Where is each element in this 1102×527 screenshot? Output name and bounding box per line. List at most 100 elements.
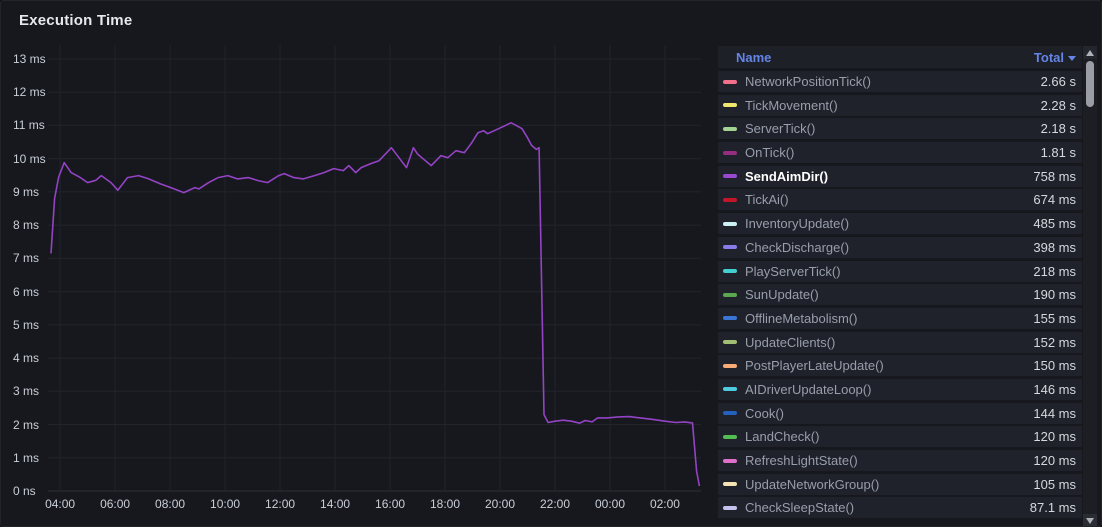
y-axis-tick-label: 7 ms [13, 251, 40, 266]
x-axis-tick-label: 04:00 [45, 497, 76, 511]
legend-row[interactable]: AIDriverUpdateLoop() 146 ms [718, 378, 1082, 400]
series-color-swatch[interactable] [723, 269, 737, 273]
series-name: UpdateClients() [745, 334, 836, 350]
series-total: 190 ms [1033, 287, 1076, 303]
legend-row[interactable]: OfflineMetabolism() 155 ms [718, 307, 1082, 329]
series-color-swatch[interactable] [723, 505, 737, 510]
series-total: 152 ms [1033, 334, 1076, 350]
series-name: UpdateNetworkGroup() [745, 476, 880, 492]
legend-row[interactable]: TickMovement() 2.28 s [718, 94, 1082, 116]
legend-row[interactable]: NetworkPositionTick() 2.66 s [718, 71, 1082, 92]
series-total: 398 ms [1033, 239, 1076, 255]
legend-table: Name Total NetworkPositionTick() 2.66 s … [718, 46, 1082, 526]
series-name: ServerTick() [745, 121, 816, 137]
y-axis-tick-label: 11 ms [13, 118, 45, 133]
x-axis-tick-label: 06:00 [100, 497, 131, 511]
chart-plot-area[interactable] [48, 45, 701, 491]
series-color-swatch[interactable] [723, 292, 737, 297]
series-name: AIDriverUpdateLoop() [745, 381, 872, 397]
series-name: OfflineMetabolism() [745, 310, 858, 326]
legend-scrollbar[interactable] [1083, 46, 1097, 526]
series-name: LandCheck() [745, 429, 820, 445]
legend-row[interactable]: UpdateNetworkGroup() 105 ms [718, 473, 1082, 495]
x-axis-tick-label: 10:00 [210, 497, 241, 511]
series-color-swatch[interactable] [723, 126, 737, 131]
series-total: 120 ms [1033, 429, 1076, 445]
series-total: 150 ms [1033, 358, 1076, 374]
scroll-up-button[interactable] [1083, 46, 1097, 59]
series-color-swatch[interactable] [723, 387, 737, 392]
y-axis-tick-label: 5 ms [13, 317, 40, 332]
y-axis-tick-label: 3 ms [13, 384, 40, 399]
legend-row[interactable]: SunUpdate() 190 ms [718, 284, 1082, 306]
series-name: Cook() [745, 405, 785, 421]
series-line-sendaimdir [50, 122, 701, 487]
series-color-swatch[interactable] [723, 221, 737, 226]
series-color-swatch[interactable] [723, 458, 737, 463]
series-name: InventoryUpdate() [745, 216, 850, 232]
legend-row[interactable]: CheckDischarge() 398 ms [718, 236, 1082, 258]
timeseries-chart [48, 45, 701, 492]
scrollbar-thumb[interactable] [1086, 61, 1094, 107]
series-name: SunUpdate() [745, 287, 819, 303]
legend-column-total[interactable]: Total [1034, 50, 1076, 65]
series-total: 218 ms [1033, 263, 1076, 279]
x-axis-tick-label: 14:00 [320, 497, 351, 511]
legend-row[interactable]: InventoryUpdate() 485 ms [718, 213, 1082, 235]
series-color-swatch[interactable] [723, 150, 737, 155]
legend-row[interactable]: UpdateClients() 152 ms [718, 331, 1082, 353]
legend-row[interactable]: PostPlayerLateUpdate() 150 ms [718, 355, 1082, 377]
y-axis-tick-label: 1 ms [13, 450, 40, 465]
legend-column-total-label: Total [1033, 49, 1064, 65]
panel-title[interactable]: Execution Time [19, 12, 133, 29]
series-color-swatch[interactable] [723, 482, 737, 487]
series-name: SendAimDir() [745, 168, 829, 184]
legend-row[interactable]: RefreshLightState() 120 ms [718, 450, 1082, 471]
series-name: RefreshLightState() [745, 453, 858, 468]
legend-row[interactable]: CheckSleepState() 87.1 ms [718, 497, 1082, 519]
series-total: 485 ms [1033, 216, 1076, 232]
series-name: TickAi() [745, 192, 789, 208]
series-color-swatch[interactable] [723, 411, 737, 416]
series-color-swatch[interactable] [723, 174, 737, 179]
x-axis-tick-label: 02:00 [649, 497, 680, 511]
series-name: PostPlayerLateUpdate() [745, 358, 884, 374]
x-axis-tick-label: 16:00 [375, 497, 406, 511]
y-axis-tick-label: 6 ms [13, 284, 40, 299]
legend-column-name[interactable]: Name [736, 49, 772, 65]
series-color-swatch[interactable] [723, 79, 737, 84]
series-color-swatch[interactable] [723, 245, 737, 250]
series-total: 2.18 s [1040, 121, 1076, 137]
series-total: 120 ms [1033, 453, 1076, 468]
series-name: OnTick() [745, 145, 795, 161]
series-color-swatch[interactable] [723, 197, 737, 202]
series-color-swatch[interactable] [723, 316, 737, 321]
series-color-swatch[interactable] [723, 103, 737, 108]
legend-row[interactable]: OnTick() 1.81 s [718, 142, 1082, 164]
series-total: 2.66 s [1040, 74, 1076, 89]
series-total: 87.1 ms [1029, 500, 1076, 516]
series-total: 674 ms [1033, 192, 1076, 208]
legend-row[interactable]: Cook() 144 ms [718, 402, 1082, 424]
x-axis-tick-label: 08:00 [155, 497, 186, 511]
series-color-swatch[interactable] [723, 363, 737, 368]
x-axis-tick-label: 20:00 [484, 497, 516, 511]
legend-row[interactable]: SendAimDir() 758 ms [718, 165, 1082, 187]
legend-row[interactable]: ServerTick() 2.18 s [718, 118, 1082, 140]
y-axis-tick-label: 0 ns [13, 484, 36, 498]
legend-row[interactable]: LandCheck() 120 ms [718, 426, 1082, 448]
series-total: 155 ms [1033, 310, 1076, 326]
series-name: CheckDischarge() [745, 239, 850, 255]
y-axis-tick-label: 9 ms [13, 184, 40, 199]
legend-header: Name Total [718, 46, 1082, 68]
series-color-swatch[interactable] [723, 340, 737, 345]
series-name: CheckSleepState() [745, 500, 855, 516]
scroll-down-button[interactable] [1083, 514, 1097, 526]
series-total: 146 ms [1033, 381, 1076, 397]
sort-desc-icon [1068, 55, 1076, 61]
legend-row[interactable]: TickAi() 674 ms [718, 189, 1082, 211]
legend-row[interactable]: PlayServerTick() 218 ms [718, 260, 1082, 282]
triangle-up-icon [1086, 49, 1094, 56]
series-color-swatch[interactable] [723, 434, 737, 439]
y-axis-tick-label: 2 ms [13, 417, 40, 432]
